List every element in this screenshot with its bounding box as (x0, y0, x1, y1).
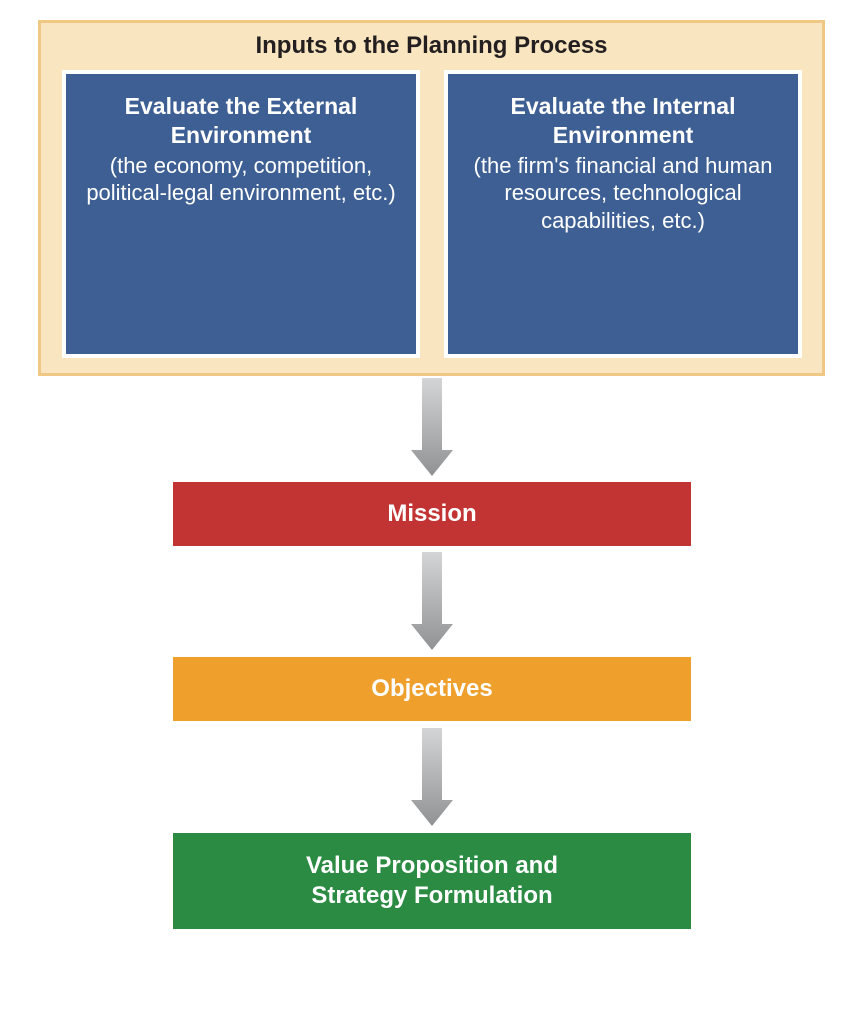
objectives-box: Objectives (170, 654, 694, 724)
objectives-label: Objectives (371, 675, 492, 703)
external-env-title: Evaluate the External Environment (80, 92, 402, 150)
mission-box: Mission (170, 479, 694, 549)
internal-env-subtitle: (the firm's financial and human resource… (462, 152, 784, 235)
internal-env-box: Evaluate the Internal Environment (the f… (444, 70, 802, 358)
external-env-box: Evaluate the External Environment (the e… (62, 70, 420, 358)
internal-env-title: Evaluate the Internal Environment (462, 92, 784, 150)
arrow-3 (411, 728, 453, 831)
arrow-1 (411, 378, 453, 481)
arrow-2 (411, 552, 453, 655)
external-env-subtitle: (the economy, competition, political-leg… (80, 152, 402, 207)
value-prop-box: Value Proposition and Strategy Formulati… (170, 830, 694, 932)
mission-label: Mission (387, 500, 476, 528)
value-prop-label: Value Proposition and Strategy Formulati… (306, 851, 558, 911)
inputs-title: Inputs to the Planning Process (38, 32, 825, 60)
